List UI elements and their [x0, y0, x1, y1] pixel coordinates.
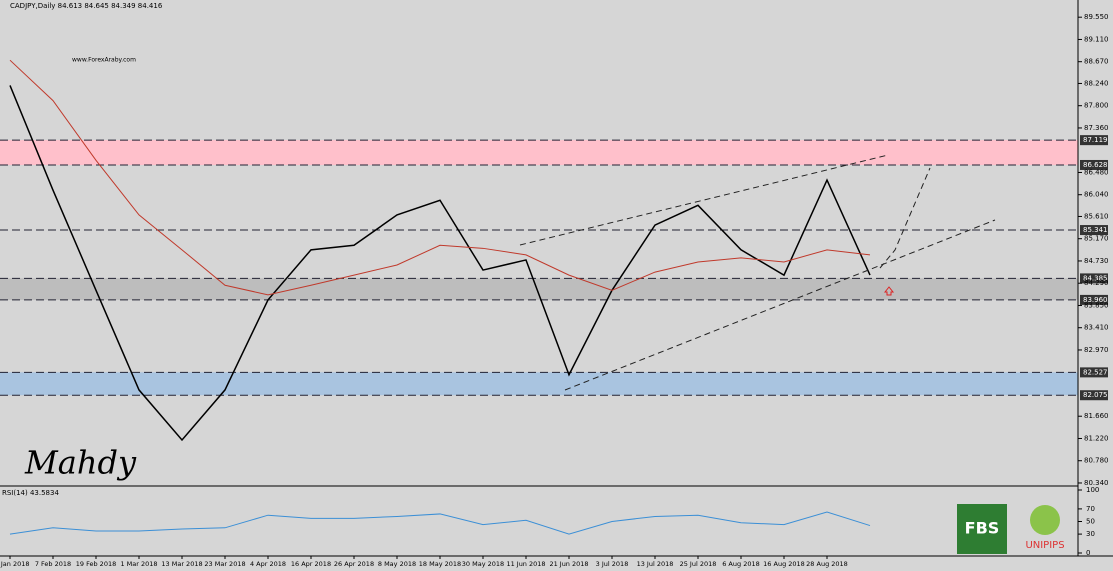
y-tick-label: 84.730	[1084, 257, 1109, 265]
plot-area	[0, 59, 1078, 535]
y-tick-label: 86.480	[1084, 168, 1109, 176]
level-label: 86.628	[1083, 161, 1108, 169]
trendlines	[519, 154, 996, 391]
rsi-line	[9, 511, 871, 535]
y-tick-label: 83.410	[1084, 324, 1109, 332]
y-tick-label: 83.850	[1084, 301, 1109, 309]
rsi-tick-label: 70	[1086, 505, 1095, 513]
x-tick-label: 23 Mar 2018	[204, 560, 245, 568]
site-watermark: www.ForexAraby.com	[72, 57, 136, 64]
arrow-icon	[883, 286, 895, 296]
level-label-box	[1080, 273, 1108, 284]
zone	[0, 372, 1078, 396]
x-tick-label: 3 Jul 2018	[596, 560, 629, 568]
level-label-box	[1080, 225, 1108, 236]
x-tick-label: 19 Feb 2018	[76, 560, 116, 568]
rsi-tick-label: 100	[1086, 486, 1099, 494]
unipips-logo	[1030, 505, 1060, 535]
level-label: 85.341	[1083, 226, 1108, 234]
x-tick-label: 6 Aug 2018	[722, 560, 760, 568]
x-tick-label: 21 Jun 2018	[549, 560, 588, 568]
signature: Mahdy	[24, 444, 137, 482]
y-tick-label: 81.220	[1084, 434, 1109, 442]
price-line	[9, 59, 871, 296]
x-tick-label: 28 Aug 2018	[806, 560, 848, 568]
y-tick-label: 84.290	[1084, 279, 1109, 287]
y-tick-label: 86.040	[1084, 191, 1109, 199]
fbs-text: FBS	[965, 519, 1000, 538]
level-label-box	[1080, 367, 1108, 378]
x-tick-label: 25 Jul 2018	[680, 560, 717, 568]
y-tick-label: 88.670	[1084, 58, 1109, 66]
rsi-tick-label: 50	[1086, 518, 1095, 526]
y-tick-label: 82.970	[1084, 346, 1109, 354]
y-tick-label: 89.110	[1084, 35, 1109, 43]
y-tick-label: 85.170	[1084, 235, 1109, 243]
level-label-box	[1080, 159, 1108, 170]
x-tick-label: 18 May 2018	[419, 560, 461, 568]
rsi-tick-label: 0	[1086, 549, 1090, 557]
chart-title: CADJPY,Daily 84.613 84.645 84.349 84.416	[10, 2, 163, 10]
level-label: 82.527	[1083, 368, 1108, 376]
y-tick-label: 81.660	[1084, 412, 1109, 420]
level-label: 84.385	[1083, 274, 1108, 282]
x-tick-label: 8 May 2018	[378, 560, 416, 568]
x-tick-label: 30 May 2018	[462, 560, 504, 568]
x-tick-label: 26 Apr 2018	[334, 560, 374, 568]
unipips-text: UNIPIPS	[1025, 540, 1064, 551]
y-tick-label: 80.340	[1084, 479, 1109, 487]
price-line	[9, 85, 871, 442]
x-tick-label: 13 Jul 2018	[637, 560, 674, 568]
level-label-box	[1080, 390, 1108, 401]
rsi-tick-label: 30	[1086, 530, 1095, 538]
x-tick-label: 4 Apr 2018	[250, 560, 286, 568]
x-tick-label: 1 Mar 2018	[120, 560, 157, 568]
y-tick-label: 85.610	[1084, 212, 1109, 220]
rsi-title: RSI(14) 43.5834	[2, 489, 59, 497]
fbs-logo	[957, 504, 1007, 554]
y-tick-label: 88.240	[1084, 79, 1109, 87]
level-label: 82.075	[1083, 391, 1108, 399]
x-tick-label: 11 Jun 2018	[506, 560, 545, 568]
level-label-box	[1080, 135, 1108, 146]
y-tick-label: 87.800	[1084, 102, 1109, 110]
level-label: 83.960	[1083, 296, 1108, 304]
y-tick-label: 87.360	[1084, 124, 1109, 132]
y-tick-label: 80.780	[1084, 457, 1109, 465]
x-tick-label: 7 Feb 2018	[35, 560, 71, 568]
y-tick-label: 89.550	[1084, 13, 1109, 21]
x-tick-label: 16 Aug 2018	[763, 560, 805, 568]
zone	[0, 140, 1078, 165]
x-tick-label: 26 Jan 2018	[0, 560, 29, 568]
level-label: 87.119	[1083, 136, 1108, 144]
level-label-box	[1080, 294, 1108, 305]
x-tick-label: 13 Mar 2018	[161, 560, 202, 568]
x-tick-label: 16 Apr 2018	[291, 560, 331, 568]
